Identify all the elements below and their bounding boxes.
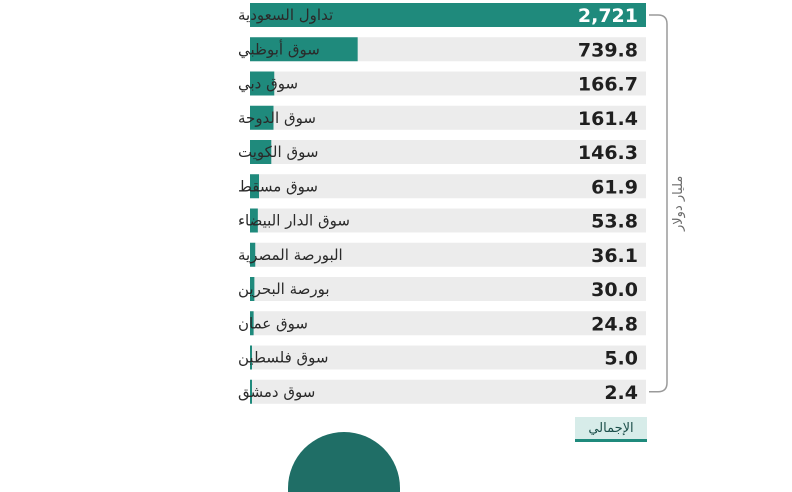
bar-value-label: 161.4 xyxy=(578,108,638,130)
bar xyxy=(250,311,254,336)
bar xyxy=(250,208,258,233)
bar-track xyxy=(250,277,646,301)
bar xyxy=(250,277,255,301)
category-label: سوق مسقط xyxy=(238,177,318,195)
category-label: سوق الدوحة xyxy=(238,109,316,127)
category-label: بورصة البحرين xyxy=(238,280,330,298)
bar xyxy=(250,3,646,27)
bar xyxy=(250,379,252,404)
bar-track xyxy=(250,242,646,267)
bar xyxy=(250,105,274,130)
bar-track xyxy=(250,105,646,130)
category-label: سوق عمان xyxy=(238,314,308,332)
bar xyxy=(250,345,252,370)
bar xyxy=(250,174,260,199)
category-label: سوق دبي xyxy=(238,75,298,94)
bar-value-label: 36.1 xyxy=(591,245,638,267)
bar-chart: 2,721 تداول السعودية 739.8 سوق أبوظبي 166.7 س… xyxy=(238,3,686,404)
bar-value-label: 53.8 xyxy=(591,211,638,233)
category-label: سوق فلسطين xyxy=(238,349,329,367)
bar xyxy=(250,140,272,164)
bar-value-label: 24.8 xyxy=(591,313,638,335)
unit-label: مليار دولار xyxy=(671,176,686,232)
bar-track xyxy=(250,71,646,96)
category-label: تداول السعودية xyxy=(238,6,333,24)
bar-track xyxy=(250,379,646,404)
category-label: البورصة المصرية xyxy=(238,246,343,264)
unit-bracket xyxy=(649,14,668,393)
bar-track xyxy=(250,208,646,233)
category-label: سوق دمشق xyxy=(238,383,315,401)
bar-value-label: 30.0 xyxy=(591,279,638,301)
bar-value-label: 739.8 xyxy=(578,39,638,61)
bar-value-label: 146.3 xyxy=(578,142,638,164)
bar-track xyxy=(250,140,646,164)
bar-track xyxy=(250,345,646,370)
bar-track xyxy=(250,174,646,199)
bar-value-label: 2.4 xyxy=(604,382,638,404)
bar xyxy=(250,242,256,267)
category-label: سوق الكويت xyxy=(238,143,318,161)
bar-value-label: 2,721 xyxy=(578,5,638,27)
bar-value-label: 61.9 xyxy=(591,176,638,198)
category-label: سوق أبوظبي xyxy=(238,39,320,59)
bar-track xyxy=(250,311,646,336)
bar xyxy=(250,71,275,96)
total-label: الإجمالي xyxy=(575,417,647,442)
bar-value-label: 166.7 xyxy=(578,74,638,96)
bar-value-label: 5.0 xyxy=(604,348,638,370)
category-label: سوق الدار البيضاء xyxy=(238,212,350,230)
bar xyxy=(250,37,358,62)
